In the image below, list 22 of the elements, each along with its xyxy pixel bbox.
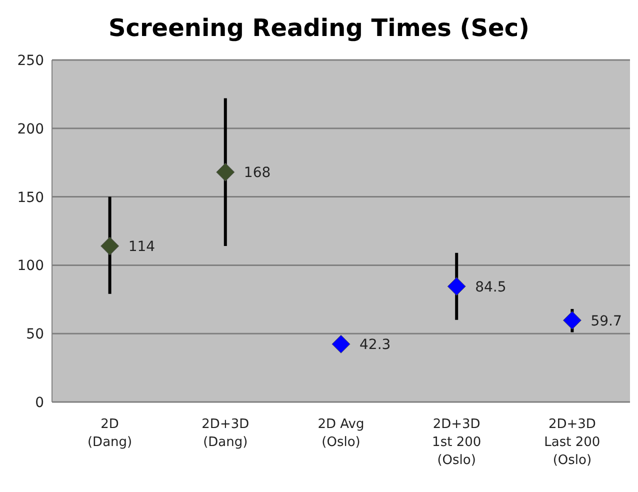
y-tick-label: 200 [17,121,44,138]
x-tick-label: 2D+3D (Dang) [202,417,250,450]
chart-title: Screening Reading Times (Sec) [107,13,531,44]
point [562,311,582,330]
y-tick-label: 250 [17,52,44,69]
data-label: 114 [128,239,156,256]
x-tick-label: 2D+3D 1st 200 (Oslo) [432,417,482,468]
data-label: 84.5 [475,279,506,296]
data-label: 59.7 [590,313,622,330]
x-tick-label: 2D Avg (Oslo) [318,417,364,450]
y-tick-label: 0 [35,394,44,411]
x-tick-label: 2D+3D Last 200 (Oslo) [544,417,600,468]
point [447,277,466,296]
data-label: 42.3 [360,337,391,354]
x-tick-label: 2D (Dang) [87,417,132,450]
point [332,334,350,354]
point [216,162,235,182]
y-tick-label: 150 [17,190,44,206]
y-tick-label: 100 [17,258,44,274]
y-tick-label: 50 [26,326,44,343]
point [100,236,120,256]
data-label: 168 [244,165,271,182]
